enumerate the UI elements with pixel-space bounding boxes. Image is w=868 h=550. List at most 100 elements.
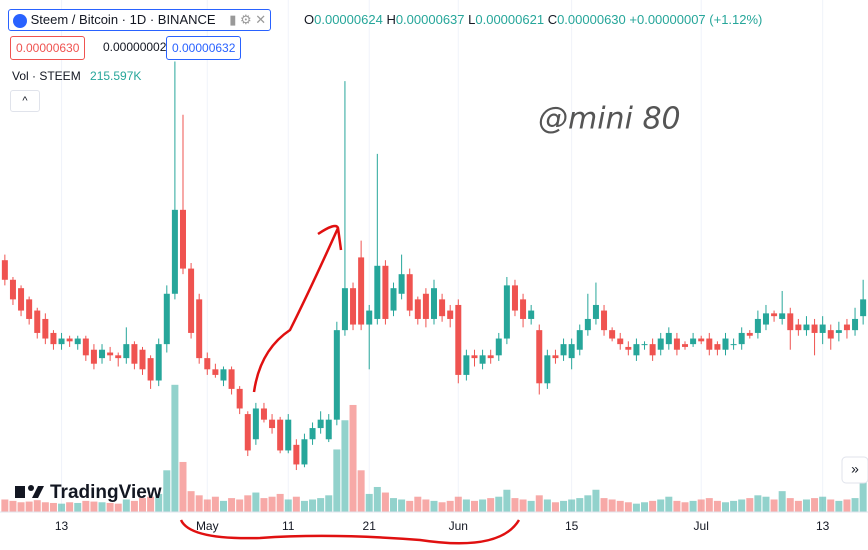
volume-bar xyxy=(576,498,584,512)
x-tick-label: May xyxy=(196,519,219,533)
volume-bar xyxy=(746,498,754,512)
candle-body xyxy=(277,419,284,451)
candle-body xyxy=(795,324,802,331)
volume-label: Vol · STEEM xyxy=(12,69,81,83)
candle-body xyxy=(431,288,437,319)
volume-bar xyxy=(268,496,276,512)
candle-body xyxy=(576,330,583,350)
candle-body xyxy=(406,274,413,311)
candle-body xyxy=(58,338,65,345)
volume-bar xyxy=(584,495,592,512)
candle-body xyxy=(503,285,510,339)
candle-body xyxy=(285,419,292,451)
volume-bar xyxy=(244,495,252,512)
volume-bar xyxy=(713,500,721,512)
x-tick-label: 11 xyxy=(282,519,295,533)
candle-body xyxy=(495,338,502,356)
candle-body xyxy=(568,344,575,359)
candle-body xyxy=(179,209,186,269)
volume-bar xyxy=(479,499,487,512)
volume-bar xyxy=(17,502,25,512)
candle-body xyxy=(463,355,470,375)
candle-body xyxy=(657,338,664,350)
volume-bar xyxy=(309,499,317,512)
candle-body xyxy=(584,318,591,331)
volume-bar xyxy=(25,501,33,512)
change: +0.00000007 (+1.12%) xyxy=(629,12,763,27)
volume-bar xyxy=(49,502,57,512)
volume-bar xyxy=(41,502,49,512)
scroll-button[interactable] xyxy=(841,456,868,484)
collapse-button[interactable]: ^ xyxy=(10,90,40,112)
symbol-header[interactable]: Steem / Bitcoin · 1D · BINANCE ▮ ⚙ ✕ xyxy=(8,9,272,31)
volume-bar xyxy=(219,500,227,512)
scroll-icon[interactable]: » xyxy=(851,461,859,477)
symbol-icon xyxy=(13,13,27,28)
volume-bar xyxy=(802,499,810,512)
volume-bar xyxy=(778,491,786,512)
volume-bar xyxy=(535,495,543,512)
candle-body xyxy=(196,299,203,359)
volume-bar xyxy=(843,499,851,512)
volume-bar xyxy=(9,500,17,512)
candle-body xyxy=(115,355,122,359)
candle-body xyxy=(536,330,543,384)
candle-body xyxy=(641,344,648,346)
candle-body xyxy=(633,344,640,356)
candle-body xyxy=(682,344,689,347)
candle-body xyxy=(439,299,446,317)
volume-bar xyxy=(130,500,138,512)
candle-body xyxy=(66,338,73,342)
candle-body xyxy=(852,318,859,331)
annotation-underline xyxy=(179,519,521,545)
volume-bar xyxy=(560,500,568,512)
volume-bar xyxy=(835,500,843,512)
buy-price[interactable]: 0.00000632 xyxy=(166,36,242,60)
volume-bar xyxy=(114,503,122,512)
candle-body xyxy=(171,209,178,294)
header-icons[interactable]: ▮ ⚙ ✕ xyxy=(229,12,267,27)
candle-body xyxy=(762,313,769,325)
candle-body xyxy=(244,414,251,451)
volume-bar xyxy=(649,500,657,512)
volume-bar xyxy=(568,499,576,512)
candle-body xyxy=(260,408,267,420)
volume-bar xyxy=(422,499,430,512)
candle-body xyxy=(18,288,25,311)
candle-body xyxy=(706,338,713,350)
candle-body xyxy=(293,444,300,465)
volume-bar xyxy=(390,498,398,512)
volume-bar xyxy=(819,496,827,512)
candle-body xyxy=(74,338,81,345)
candle-body xyxy=(422,293,429,319)
candle-body xyxy=(123,344,130,359)
volume-bar xyxy=(665,496,673,512)
candle-body xyxy=(131,344,138,364)
candle-body xyxy=(1,260,8,280)
candle-body xyxy=(609,330,616,339)
volume-bar xyxy=(689,500,697,512)
candle-body xyxy=(455,304,462,375)
volume-legend: Vol · STEEM 215.597K xyxy=(12,69,141,83)
candle-body xyxy=(325,419,332,440)
candle-body xyxy=(212,369,219,375)
x-tick-label: 13 xyxy=(55,519,69,533)
volume-bar xyxy=(632,503,640,512)
sell-price[interactable]: 0.00000630 xyxy=(10,36,86,60)
symbol-title: Steem / Bitcoin · 1D · BINANCE xyxy=(30,12,216,27)
candle-body xyxy=(649,344,656,356)
volume-bar xyxy=(195,495,203,512)
volume-bar xyxy=(470,500,478,512)
x-tick-label: 15 xyxy=(565,519,579,533)
volume-bar xyxy=(147,496,155,512)
candle-body xyxy=(147,358,154,381)
candle-body xyxy=(374,265,381,319)
candle-body xyxy=(738,332,745,345)
volume-bar xyxy=(551,502,559,512)
volume-bar xyxy=(211,496,219,512)
volume-bar xyxy=(98,502,106,512)
volume-bar xyxy=(762,496,770,512)
volume-bar xyxy=(673,500,681,512)
candle-body xyxy=(803,324,810,331)
